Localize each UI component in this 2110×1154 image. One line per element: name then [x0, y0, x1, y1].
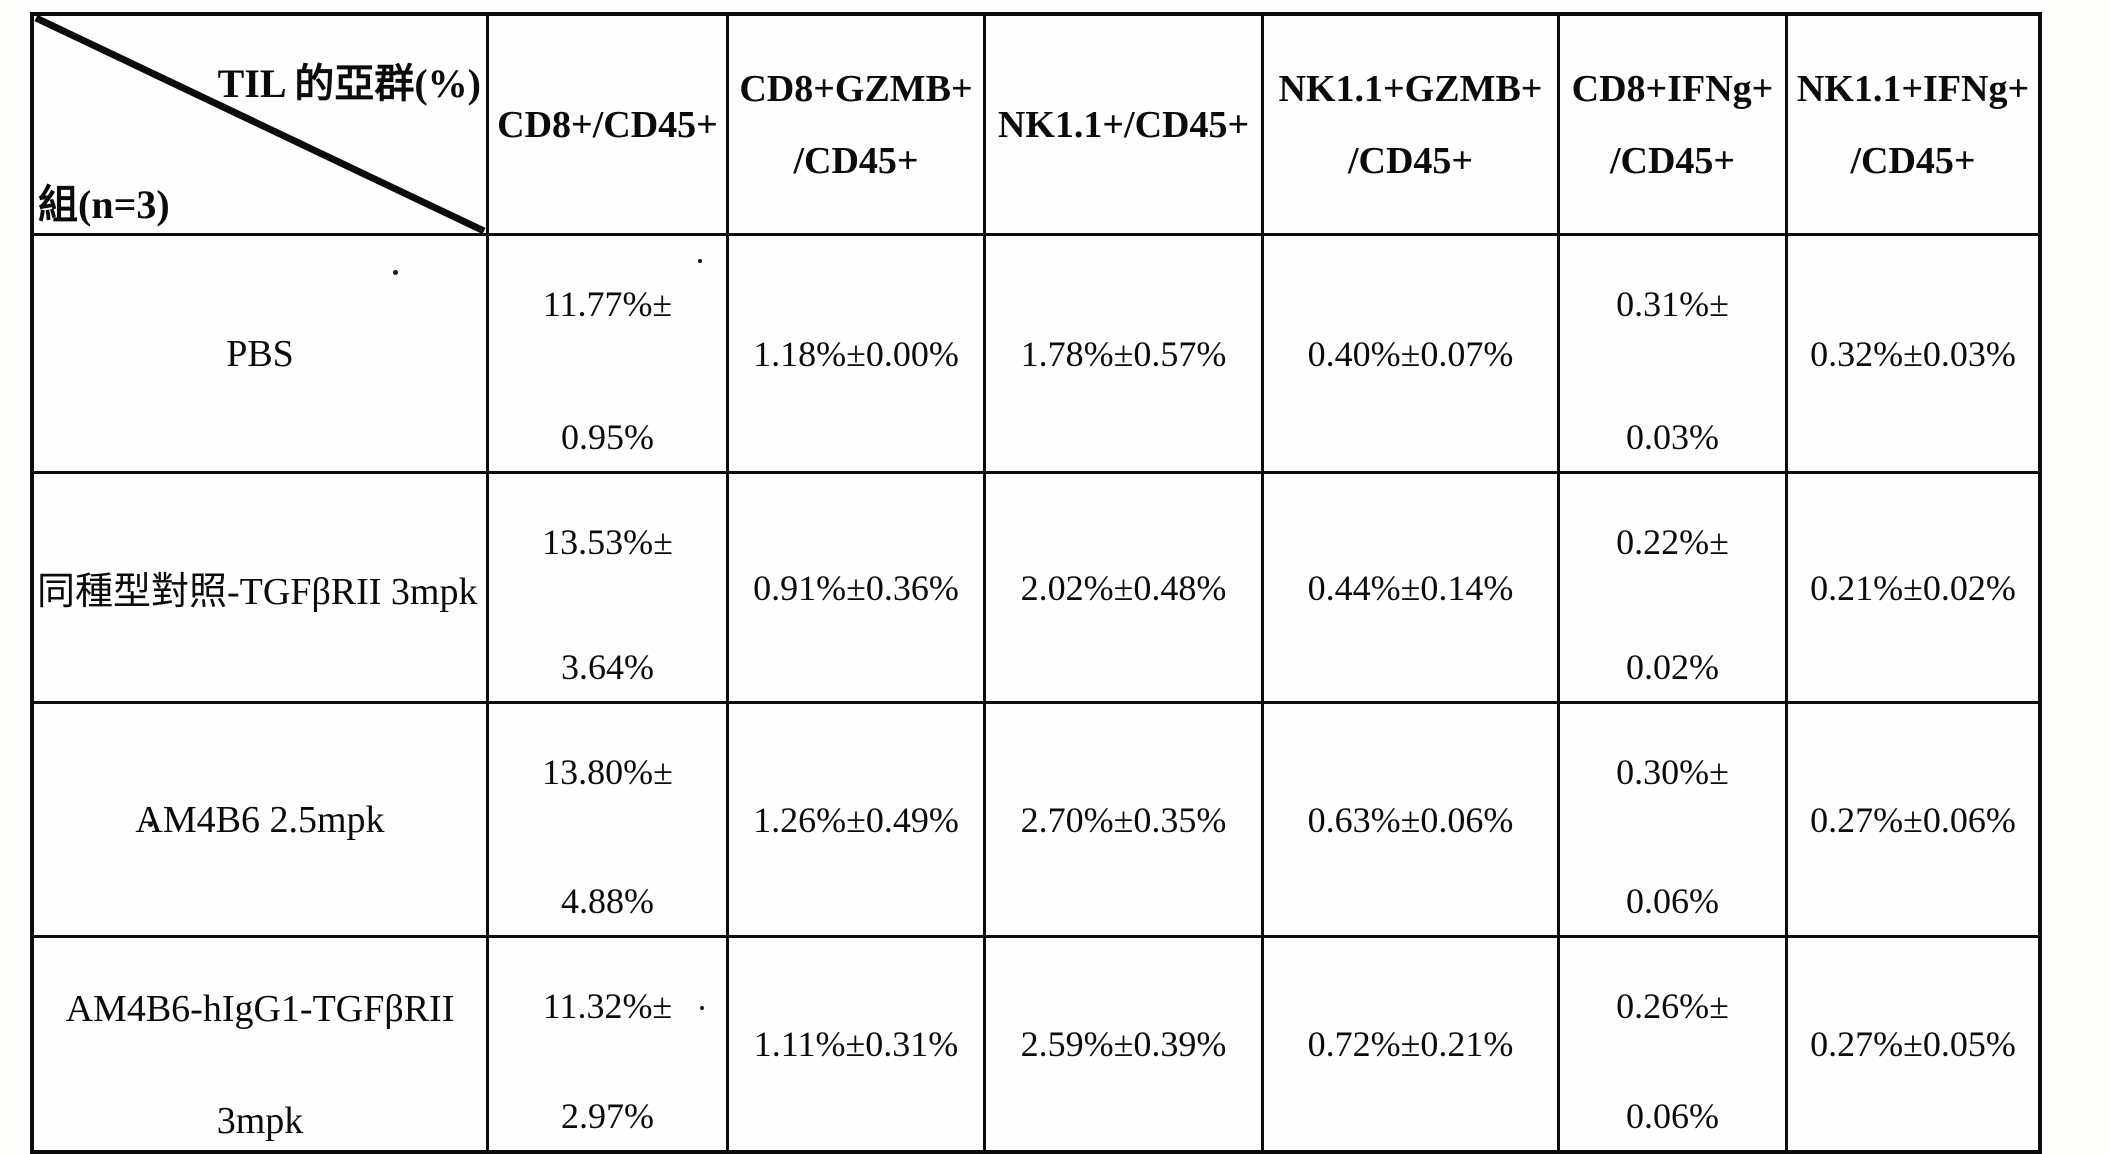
col-header-line: NK1.1+GZMB+ [1278, 67, 1543, 110]
value-line: 0.91%±0.36% [753, 567, 959, 608]
value-line: 0.06% [1626, 1096, 1719, 1136]
col-header-nk11-cd45: NK1.1+/CD45+ [986, 16, 1264, 236]
value-cell: 0.26%± 0.06% [1560, 938, 1788, 1150]
value-cell: 1.26%±0.49% [729, 704, 986, 938]
group-cell-am4b6-25mpk: AM4B6 2.5mpk [34, 704, 489, 938]
col-header-line: /CD45+ [793, 139, 919, 182]
col-header-cd8-ifng-cd45: CD8+IFNg+ /CD45+ [1560, 16, 1788, 236]
value-line: 0.95% [561, 417, 654, 457]
value-line: 2.02%±0.48% [1020, 567, 1227, 608]
value-line: 3.64% [561, 647, 654, 687]
value-cell: 0.27%±0.05% [1788, 938, 2038, 1150]
value-cell: 0.30%± 0.06% [1560, 704, 1788, 938]
value-line: 11.77%± [542, 284, 673, 324]
value-line: 0.30%± [1616, 752, 1729, 792]
col-header-line: CD8+/CD45+ [497, 103, 718, 146]
col-header-cd8-gzmb-cd45: CD8+GZMB+ /CD45+ [729, 16, 986, 236]
value-cell: 2.02%±0.48% [986, 474, 1264, 704]
group-label: AM4B6 2.5mpk [135, 798, 385, 841]
col-header-line: NK1.1+IFNg+ [1796, 67, 2030, 110]
col-header-line: CD8+GZMB+ [739, 67, 973, 110]
col-header-line: CD8+IFNg+ [1571, 67, 1774, 110]
group-label: 3mpk [216, 1100, 304, 1142]
value-line: 0.72%±0.21% [1307, 1024, 1514, 1064]
value-line: 0.31%± [1616, 284, 1729, 324]
value-line: 0.02% [1626, 647, 1719, 687]
value-line: 4.88% [561, 881, 654, 921]
value-cell: 0.31%± 0.03% [1560, 236, 1788, 474]
group-label: PBS [226, 332, 294, 375]
scan-artifact-dot [148, 822, 153, 827]
scan-artifact-dot [698, 259, 702, 263]
col-header-nk11-gzmb-cd45: NK1.1+GZMB+ /CD45+ [1264, 16, 1560, 236]
col-header-cd8-cd45: CD8+/CD45+ [489, 16, 729, 236]
group-cell-isotype-control: 同種型對照-TGFβRII 3mpk [34, 474, 489, 704]
value-line: 0.44%±0.14% [1307, 567, 1514, 608]
col-header-nk11-ifng-cd45: NK1.1+IFNg+ /CD45+ [1788, 16, 2038, 236]
value-cell: 0.63%±0.06% [1264, 704, 1560, 938]
value-line: 1.78%±0.57% [1020, 333, 1227, 374]
value-cell: 13.53%± 3.64% [489, 474, 729, 704]
value-cell: 1.78%±0.57% [986, 236, 1264, 474]
value-cell: 0.91%±0.36% [729, 474, 986, 704]
value-line: 1.26%±0.49% [753, 799, 959, 840]
col-header-line: /CD45+ [1850, 139, 1976, 182]
value-line: 0.22%± [1616, 522, 1729, 562]
value-line: 1.18%±0.00% [753, 333, 959, 374]
value-line: 0.26%± [1616, 986, 1729, 1026]
value-line: 11.32%± [542, 986, 673, 1026]
scan-artifact-dot [700, 1006, 704, 1010]
value-cell: 2.59%±0.39% [986, 938, 1264, 1150]
group-cell-pbs: PBS [34, 236, 489, 474]
value-line: 13.80%± [542, 752, 673, 792]
value-cell: 2.70%±0.35% [986, 704, 1264, 938]
group-cell-am4b6-higg1-tgfbrii: AM4B6-hIgG1-TGFβRII 3mpk [34, 938, 489, 1150]
value-line: 0.06% [1626, 881, 1719, 921]
value-line: 0.27%±0.05% [1810, 1024, 2016, 1064]
col-header-line: /CD45+ [1347, 139, 1474, 182]
value-cell: 0.72%±0.21% [1264, 938, 1560, 1150]
value-cell: 1.18%±0.00% [729, 236, 986, 474]
value-cell: 0.22%± 0.02% [1560, 474, 1788, 704]
value-cell: 13.80%± 4.88% [489, 704, 729, 938]
group-label: AM4B6-hIgG1-TGFβRII [65, 988, 455, 1030]
til-subgroup-table: TIL 的亞群(%) 組(n=3) CD8+/CD45+ CD8+GZMB+ /… [30, 12, 2042, 1154]
diagonal-divider [34, 16, 486, 233]
value-cell: 0.32%±0.03% [1788, 236, 2038, 474]
value-cell: 11.32%± 2.97% [489, 938, 729, 1150]
value-line: 2.70%±0.35% [1020, 799, 1227, 840]
value-line: 0.21%±0.02% [1810, 567, 2016, 608]
value-cell: 0.27%±0.06% [1788, 704, 2038, 938]
col-header-line: NK1.1+/CD45+ [997, 103, 1250, 146]
value-cell: 11.77%± 0.95% [489, 236, 729, 474]
value-line: 1.11%±0.31% [753, 1024, 959, 1064]
group-label: 同種型對照-TGFβRII 3mpk [37, 571, 478, 613]
corner-cell: TIL 的亞群(%) 組(n=3) [34, 16, 489, 236]
value-line: 2.59%±0.39% [1020, 1024, 1227, 1064]
value-line: 0.27%±0.06% [1810, 799, 2016, 840]
value-cell: 1.11%±0.31% [729, 938, 986, 1150]
value-line: 0.32%±0.03% [1810, 333, 2016, 374]
col-header-line: /CD45+ [1609, 139, 1736, 182]
corner-label-columns: TIL 的亞群(%) [217, 61, 481, 106]
value-line: 13.53%± [542, 522, 673, 562]
value-cell: 0.40%±0.07% [1264, 236, 1560, 474]
corner-label-rows: 組(n=3) [38, 182, 170, 227]
value-line: 0.40%±0.07% [1307, 333, 1514, 374]
scan-artifact-dot [393, 270, 398, 275]
value-line: 2.97% [561, 1096, 654, 1136]
value-cell: 0.21%±0.02% [1788, 474, 2038, 704]
value-line: 0.03% [1626, 417, 1719, 457]
value-line: 0.63%±0.06% [1307, 799, 1514, 840]
value-cell: 0.44%±0.14% [1264, 474, 1560, 704]
